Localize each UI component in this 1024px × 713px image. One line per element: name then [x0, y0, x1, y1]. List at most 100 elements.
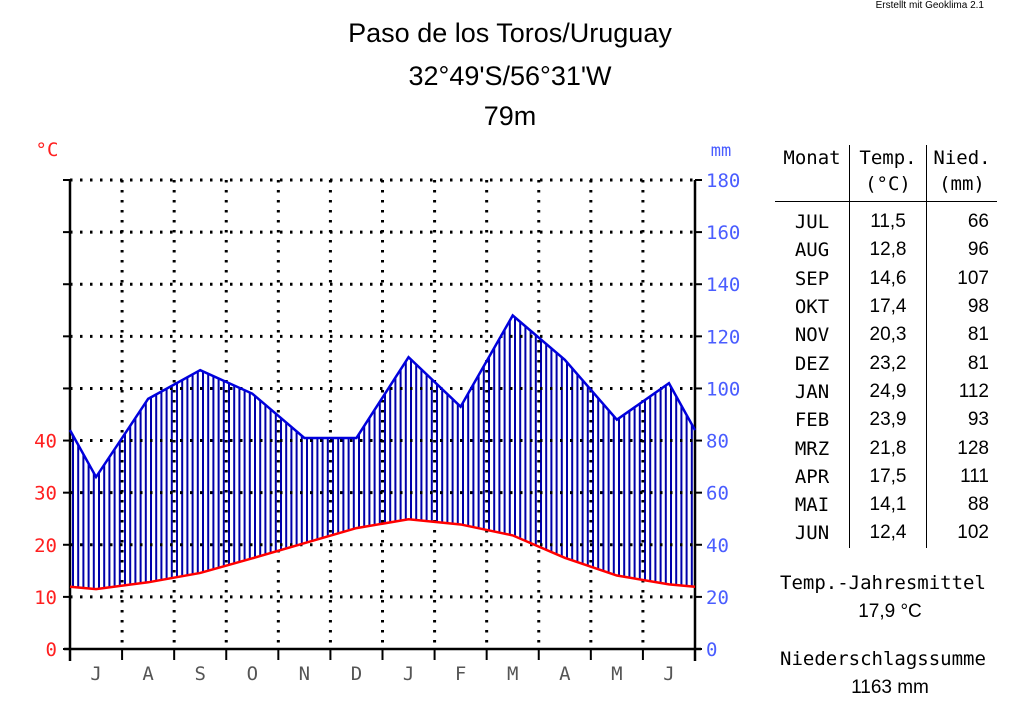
right-tick-label: 20	[706, 587, 729, 609]
table-row: JUL 11,5 66	[775, 201, 997, 237]
table-cell-prec: 128	[957, 437, 989, 459]
month-label: J	[663, 663, 674, 685]
table-row: FEB 23,9 93	[775, 406, 997, 435]
temp-mean-label: Temp.-Jahresmittel	[780, 572, 986, 594]
table-cell-prec: 81	[967, 324, 989, 346]
table-row: MAI 14,1 88	[775, 490, 997, 520]
table-cell-prec: 111	[960, 465, 989, 487]
table-row: NOV 20,3 81	[775, 321, 997, 350]
precipitation-line	[68, 313, 697, 480]
month-label: J	[403, 663, 414, 685]
left-axis-unit: °C	[36, 139, 59, 161]
left-tick-label: 20	[34, 535, 57, 557]
table-row: MRZ 21,8 128	[775, 434, 997, 463]
header-temp: Temp. (°C)	[849, 145, 927, 202]
left-tick-label: 30	[34, 483, 57, 505]
temp-mean-value: 17,9 °C	[858, 601, 922, 622]
grid-lines	[70, 178, 695, 649]
table-row: SEP 14,6 107	[775, 264, 997, 293]
right-tick-label: 60	[706, 483, 729, 505]
month-label: O	[247, 663, 258, 685]
credit-text: Erstellt mit Geoklima 2.1	[875, 0, 984, 11]
table-cell-prec: 98	[967, 296, 989, 318]
header-prec-label: Nied.	[933, 147, 991, 169]
right-tick-label: 140	[706, 274, 740, 296]
table-cell-temp: 14,1	[849, 490, 927, 520]
right-tick-label: 0	[706, 639, 717, 661]
table-row: JAN 24,9 112	[775, 377, 997, 407]
table-cell-temp: 12,8	[849, 236, 927, 265]
table-cell-month: NOV	[794, 324, 830, 347]
table-cell-prec: 96	[967, 239, 989, 261]
table-cell-temp: 23,2	[849, 349, 927, 378]
table-header-row: Monat Temp. (°C) Nied. (mm)	[775, 145, 997, 202]
table-cell-month: APR	[794, 465, 830, 488]
table-cell-temp: 14,6	[849, 264, 927, 293]
table-cell-temp: 17,4	[849, 292, 927, 322]
month-label: J	[90, 663, 101, 685]
right-tick-label: 120	[706, 326, 740, 348]
chart-title: Paso de los Toros/Uruguay	[348, 18, 672, 48]
month-label: D	[351, 663, 362, 685]
table-row: DEZ 23,2 81	[775, 349, 997, 378]
table-cell-temp: 12,4	[849, 519, 927, 548]
header-temp-unit: (°C)	[865, 173, 911, 195]
table-cell-prec: 107	[957, 267, 989, 289]
table-cell-month: DEZ	[794, 352, 830, 375]
climate-table: Monat Temp. (°C) Nied. (mm) JUL 11,5 66 AUG…	[775, 145, 997, 548]
right-tick-label: 180	[706, 170, 740, 192]
table-cell-prec: 112	[958, 380, 989, 402]
table-cell-month: OKT	[794, 296, 830, 319]
header-prec-unit: (mm)	[939, 173, 985, 195]
climate-chart: 0 10 20 30 40 °C 0 20 40 60 80 100 120 140 160 180 mm J A S…	[34, 139, 740, 685]
table-cell-temp: 17,5	[849, 462, 927, 491]
right-axis-unit: mm	[711, 141, 731, 161]
table-body: JUL 11,5 66 AUG 12,8 96 SEP 14,6 107 OKT 17,4 98 NOV…	[775, 201, 997, 548]
table-cell-month: SEP	[794, 267, 830, 290]
table-cell-prec: 102	[957, 522, 989, 544]
month-label: A	[142, 663, 154, 685]
month-label: A	[559, 663, 571, 685]
table-cell-month: MRZ	[794, 437, 830, 460]
table-cell-temp: 23,9	[849, 406, 927, 435]
table-row: OKT 17,4 98	[775, 292, 997, 322]
right-tick-label: 40	[706, 535, 729, 557]
table-cell-prec: 66	[967, 211, 989, 233]
table-cell-prec: 88	[967, 494, 989, 516]
table-row: AUG 12,8 96	[775, 236, 997, 265]
table-cell-month: JUL	[794, 211, 830, 234]
header-month: Monat	[775, 145, 850, 202]
left-tick-label: 0	[46, 639, 57, 661]
month-label: F	[455, 663, 466, 685]
table-row: APR 17,5 111	[775, 462, 997, 491]
chart-elevation: 79m	[483, 101, 537, 131]
left-tick-label: 40	[34, 431, 57, 453]
climate-table-panel: Monat Temp. (°C) Nied. (mm) JUL 11,5 66 AUG…	[775, 145, 1011, 548]
table-cell-month: AUG	[794, 239, 830, 262]
prec-sum-label: Niederschlagssumme	[780, 648, 986, 670]
temperature-line	[69, 517, 696, 591]
table-cell-month: FEB	[794, 409, 830, 432]
month-label: M	[611, 663, 622, 685]
right-tick-label: 100	[706, 378, 740, 400]
table-row: JUN 12,4 102	[775, 519, 997, 548]
table-cell-temp: 20,3	[849, 321, 927, 350]
header-temp-label: Temp.	[859, 147, 917, 169]
month-label: M	[507, 663, 518, 685]
table-cell-prec: 81	[967, 352, 989, 374]
header-prec: Nied. (mm)	[926, 145, 997, 202]
table-cell-prec: 93	[967, 409, 989, 431]
humid-hatching	[72, 317, 693, 589]
right-tick-label: 160	[706, 222, 740, 244]
table-cell-month: JUN	[794, 522, 830, 545]
table-cell-month: JAN	[794, 380, 830, 403]
chart-coordinates: 32°49'S/56°31'W	[408, 61, 612, 91]
table-cell-temp: 11,5	[849, 201, 927, 237]
left-tick-label: 10	[34, 587, 57, 609]
table-cell-temp: 21,8	[849, 434, 927, 463]
table-cell-month: MAI	[794, 494, 830, 517]
right-tick-label: 80	[706, 431, 729, 453]
prec-sum-value: 1163 mm	[851, 677, 929, 698]
table-cell-temp: 24,9	[849, 377, 927, 407]
month-label: S	[194, 663, 205, 685]
